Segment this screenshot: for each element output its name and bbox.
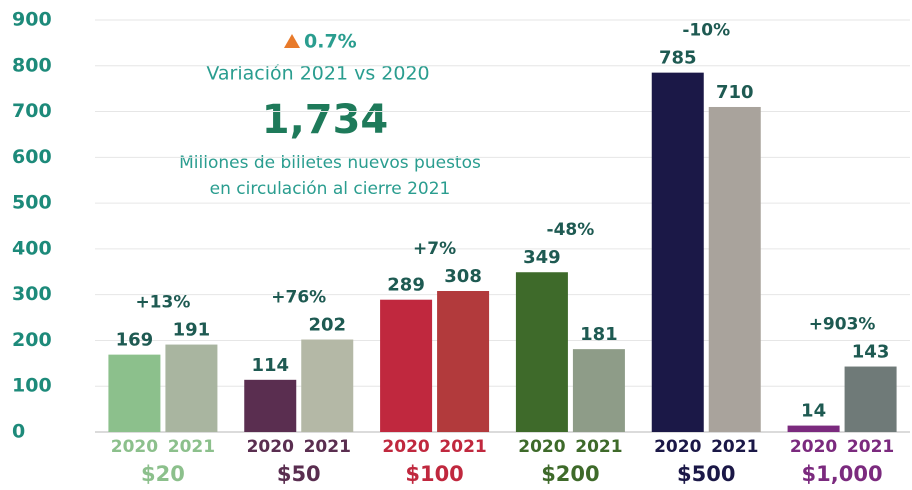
- total-annotation: 1,734: [262, 97, 389, 143]
- value-label: 710: [716, 82, 754, 103]
- change-label: +76%: [271, 288, 326, 308]
- change-label: -48%: [547, 220, 595, 240]
- y-tick-label: 700: [12, 100, 52, 122]
- y-tick-label: 900: [12, 9, 52, 31]
- change-label: +13%: [135, 293, 190, 313]
- year-label: 2020: [654, 437, 701, 457]
- value-label: 181: [580, 324, 618, 345]
- y-tick-label: 200: [12, 329, 52, 351]
- x-tick-label: $200: [541, 462, 599, 486]
- bar: [844, 366, 897, 432]
- bar: [380, 299, 433, 432]
- y-tick-label: 600: [12, 146, 52, 168]
- description-line: Millones de billetes nuevos puestos: [179, 153, 481, 173]
- value-label: 785: [659, 48, 697, 69]
- variation-annotation: Variación 2021 vs 2020: [206, 63, 429, 85]
- bar: [572, 349, 625, 432]
- value-label: 349: [523, 247, 561, 268]
- bar: [165, 344, 218, 432]
- value-label: 289: [387, 275, 425, 296]
- value-label: 308: [444, 266, 482, 287]
- change-annotation: 0.7%: [304, 31, 357, 53]
- year-label: 2021: [439, 437, 486, 457]
- bar: [515, 272, 568, 432]
- x-tick-label: $500: [677, 462, 735, 486]
- year-label: 2021: [304, 437, 351, 457]
- value-label: 14: [801, 401, 826, 422]
- y-tick-label: 300: [12, 283, 52, 305]
- y-tick-label: 100: [12, 375, 52, 397]
- description-line: en circulación al cierre 2021: [210, 179, 451, 199]
- year-label: 2020: [247, 437, 294, 457]
- year-label: 2020: [111, 437, 158, 457]
- bar: [651, 72, 704, 433]
- value-label: 191: [173, 320, 211, 341]
- bar: [708, 106, 761, 432]
- bar: [108, 354, 161, 432]
- value-label: 169: [116, 330, 154, 351]
- year-label: 2021: [711, 437, 758, 457]
- bar: [301, 339, 354, 432]
- year-label: 2020: [790, 437, 837, 457]
- year-label: 2021: [847, 437, 894, 457]
- bar: [437, 291, 490, 432]
- y-tick-label: 800: [12, 54, 52, 76]
- change-label: +903%: [809, 315, 876, 335]
- x-tick-label: $1,000: [802, 462, 883, 486]
- x-tick-label: $50: [277, 462, 321, 486]
- year-label: 2021: [168, 437, 215, 457]
- year-label: 2020: [382, 437, 429, 457]
- bar: [244, 379, 297, 432]
- up-arrow: [284, 34, 300, 48]
- y-tick-label: 400: [12, 237, 52, 259]
- value-label: 143: [852, 342, 890, 363]
- year-label: 2020: [518, 437, 565, 457]
- change-label: +7%: [413, 239, 456, 259]
- x-tick-label: $20: [141, 462, 185, 486]
- y-tick-label: 500: [12, 192, 52, 214]
- change-label: -10%: [682, 21, 730, 41]
- y-tick-label: 0: [12, 421, 25, 443]
- bar: [787, 425, 840, 432]
- year-label: 2021: [575, 437, 622, 457]
- value-label: 114: [251, 355, 289, 376]
- value-label: 202: [308, 315, 346, 336]
- x-tick-label: $100: [405, 462, 463, 486]
